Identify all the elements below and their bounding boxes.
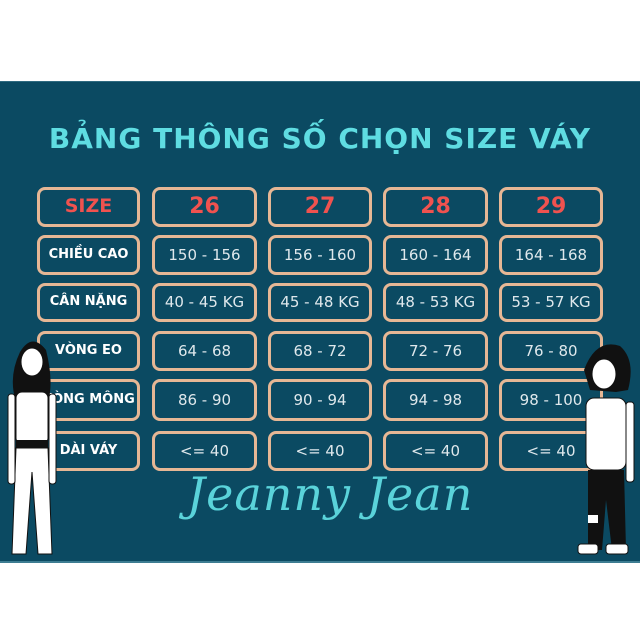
row-label: CÂN NẶNG: [37, 283, 140, 322]
table-cell: 164 - 168: [499, 235, 603, 275]
table-cell: 40 - 45 KG: [152, 283, 257, 322]
table-cell: 64 - 68: [152, 331, 257, 371]
chart-title: BẢNG THÔNG SỐ CHỌN SIZE VÁY: [48, 122, 592, 155]
size-header-label: SIZE: [37, 187, 140, 227]
table-cell: <= 40: [383, 431, 488, 471]
brand-logo: Jeanny Jean: [186, 467, 474, 521]
table-cell: 150 - 156: [152, 235, 257, 275]
table-cell: 156 - 160: [268, 235, 372, 275]
table-cell: 48 - 53 KG: [383, 283, 488, 322]
table-cell: <= 40: [268, 431, 372, 471]
woman-figure-left: [7, 341, 57, 555]
table-cell: 53 - 57 KG: [499, 283, 603, 322]
woman-figure-right: [577, 344, 635, 555]
row-label: CHIỀU CAO: [37, 235, 140, 275]
table-cell: 45 - 48 KG: [268, 283, 372, 322]
table-cell: <= 40: [152, 431, 257, 471]
table-cell: 86 - 90: [152, 379, 257, 421]
size-header-28: 28: [383, 187, 488, 227]
table-cell: 94 - 98: [383, 379, 488, 421]
table-cell: 68 - 72: [268, 331, 372, 371]
table-cell: 90 - 94: [268, 379, 372, 421]
table-cell: 72 - 76: [383, 331, 488, 371]
size-header-26: 26: [152, 187, 257, 227]
size-chart-panel: BẢNG THÔNG SỐ CHỌN SIZE VÁY SIZE 26 27 28 29…: [0, 81, 640, 563]
size-header-29: 29: [499, 187, 603, 227]
table-cell: 160 - 164: [383, 235, 488, 275]
size-header-27: 27: [268, 187, 372, 227]
